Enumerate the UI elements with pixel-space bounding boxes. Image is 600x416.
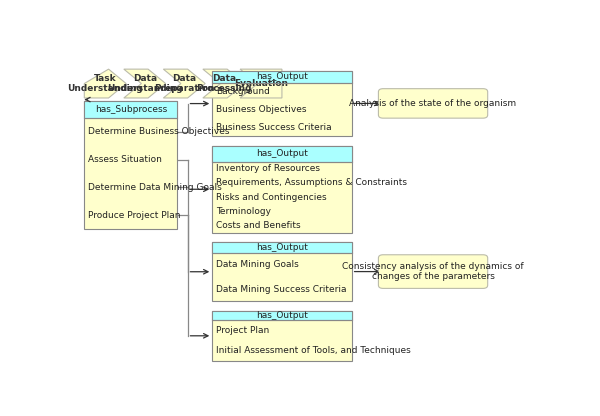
Text: Determine Business Objectives: Determine Business Objectives [88,127,230,136]
Text: Background: Background [216,87,270,96]
Text: Evaluation: Evaluation [234,79,288,88]
Text: Terminology: Terminology [216,207,271,216]
Bar [84,101,178,118]
Bar [212,146,352,161]
Text: Initial Assessment of Tools, and Techniques: Initial Assessment of Tools, and Techniq… [216,346,410,355]
Text: Data
Preparation: Data Preparation [154,74,215,93]
Text: has_Output: has_Output [256,72,308,81]
Text: Costs and Benefits: Costs and Benefits [216,221,301,230]
Text: has_Subprocess: has_Subprocess [95,105,167,114]
Text: Business Objectives: Business Objectives [216,105,307,114]
Text: has_Output: has_Output [256,311,308,320]
Bar [212,242,352,253]
FancyBboxPatch shape [379,89,488,118]
Text: Data
Understanding: Data Understanding [107,74,182,93]
Bar [212,71,352,82]
Text: Data Mining Success Criteria: Data Mining Success Criteria [216,285,346,294]
Text: Project Plan: Project Plan [216,326,269,334]
FancyBboxPatch shape [379,255,488,288]
Text: Consistency analysis of the dynamics of
changes of the parameters: Consistency analysis of the dynamics of … [342,262,524,281]
Text: Inventory of Resources: Inventory of Resources [216,164,320,173]
Bar [212,242,352,301]
Text: Requirements, Assumptions & Constraints: Requirements, Assumptions & Constraints [216,178,407,187]
Text: Produce Project Plan: Produce Project Plan [88,211,181,220]
Bar [212,311,352,320]
Text: Task
Understanding: Task Understanding [67,74,143,93]
Text: Risks and Contingencies: Risks and Contingencies [216,193,326,201]
Text: has_Output: has_Output [256,243,308,252]
Text: Analysis of the state of the organism: Analysis of the state of the organism [349,99,517,108]
Bar [212,311,352,361]
Bar [84,101,178,229]
Polygon shape [203,69,245,98]
Text: Determine Data Mining Goals: Determine Data Mining Goals [88,183,222,192]
Text: has_Output: has_Output [256,149,308,158]
Text: Data
Processing: Data Processing [196,74,251,93]
Text: Data Mining Goals: Data Mining Goals [216,260,299,270]
Bar [212,146,352,233]
Text: Business Success Criteria: Business Success Criteria [216,123,332,132]
Polygon shape [84,69,126,98]
Polygon shape [240,69,282,98]
Polygon shape [163,69,205,98]
Polygon shape [124,69,166,98]
Text: Assess Situation: Assess Situation [88,155,162,164]
Bar [212,71,352,136]
